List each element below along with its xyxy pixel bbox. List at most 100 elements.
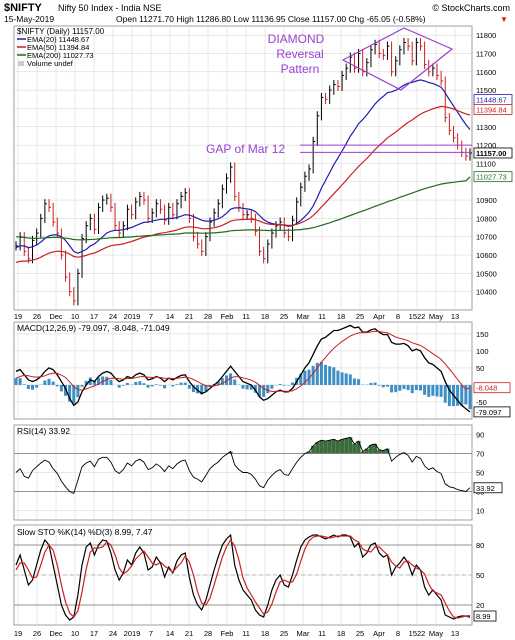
menu-triangle-icon[interactable]: ▼ bbox=[500, 15, 508, 24]
macd-histogram-bar bbox=[245, 384, 249, 390]
y-tick-label: 10500 bbox=[476, 269, 497, 278]
macd-histogram-bar bbox=[92, 380, 96, 385]
x-tick-label-bottom: 1522 bbox=[409, 629, 426, 638]
x-tick-label: 18 bbox=[261, 312, 269, 321]
y-tick-label: 8.99 bbox=[476, 612, 491, 621]
macd-histogram-bar bbox=[51, 381, 55, 385]
y-tick-label: 33.92 bbox=[476, 484, 495, 493]
gap-label: GAP of Mar 12 bbox=[206, 142, 285, 156]
macd-histogram-bar bbox=[59, 384, 63, 392]
x-tick-label-bottom: Mar bbox=[297, 629, 310, 638]
y-tick-label: 150 bbox=[476, 330, 489, 339]
sto-d-line bbox=[15, 535, 471, 619]
macd-histogram-bar bbox=[88, 377, 92, 385]
gap-annotation: GAP of Mar 12 bbox=[206, 142, 472, 156]
y-tick-label: 11100 bbox=[476, 159, 496, 168]
macd-histogram-bar bbox=[381, 384, 385, 388]
x-tick-label: 11 bbox=[318, 312, 326, 321]
macd-histogram-bar bbox=[138, 381, 142, 385]
y-tick-label: 10400 bbox=[476, 288, 497, 297]
legend-ema20: EMA(20) 11448.67 bbox=[27, 35, 89, 44]
ema50-line bbox=[15, 105, 471, 263]
macd-histogram-bar bbox=[22, 384, 26, 385]
ohlc-line: Open 11271.70 High 11286.80 Low 11136.95… bbox=[116, 14, 426, 24]
x-tick-label-bottom: Feb bbox=[221, 629, 234, 638]
x-tick-label-bottom: 8 bbox=[396, 629, 400, 638]
macd-histogram-bar bbox=[369, 382, 373, 385]
value-tag bbox=[473, 382, 511, 394]
macd-histogram-bar bbox=[187, 384, 191, 389]
macd-histogram-bar bbox=[229, 373, 233, 385]
chart-date: 15-May-2019 bbox=[4, 14, 54, 24]
ema200-line bbox=[15, 176, 471, 241]
sto-title: Slow STO %K(14) %D(3) 8.99, 7.47 bbox=[17, 527, 153, 537]
x-tick-label-bottom: 17 bbox=[90, 629, 98, 638]
value-tag bbox=[473, 171, 513, 183]
x-tick-label: Dec bbox=[49, 312, 63, 321]
x-tick-label: 17 bbox=[90, 312, 98, 321]
y-tick-label: 11300 bbox=[476, 123, 496, 132]
macd-histogram-bar bbox=[216, 381, 220, 385]
macd-histogram-bar bbox=[109, 379, 113, 385]
macd-histogram-bar bbox=[142, 383, 146, 385]
macd-histogram-bar bbox=[158, 384, 162, 386]
macd-histogram-bar bbox=[31, 384, 35, 390]
macd-histogram-bar bbox=[72, 384, 76, 404]
diamond-annotation: DIAMOND Reversal Pattern bbox=[268, 27, 454, 91]
x-tick-label-bottom: 11 bbox=[318, 629, 326, 638]
x-tick-label-bottom: 18 bbox=[261, 629, 269, 638]
macd-histogram-bar bbox=[80, 384, 84, 387]
macd-histogram-bar bbox=[447, 384, 451, 407]
macd-histogram-bar bbox=[224, 375, 228, 385]
macd-histogram-bar bbox=[183, 382, 187, 385]
y-tick-label: 70 bbox=[476, 450, 484, 459]
legend-volume: Volume undef bbox=[27, 59, 74, 68]
macd-histogram-bar bbox=[423, 384, 427, 395]
x-tick-label: 19 bbox=[14, 312, 22, 321]
legend-ema50: EMA(50) 11394.84 bbox=[27, 43, 89, 52]
x-tick-label-bottom: 24 bbox=[109, 629, 117, 638]
macd-histogram-bar bbox=[307, 369, 311, 385]
symbol-title: $NIFTY bbox=[4, 2, 43, 14]
legend-ema200: EMA(200) 11027.73 bbox=[27, 51, 94, 60]
macd-histogram-bar bbox=[324, 364, 328, 385]
macd-histogram-bar bbox=[64, 384, 68, 396]
y-tick-label: -50 bbox=[476, 398, 487, 407]
x-tick-label: 25 bbox=[280, 312, 288, 321]
macd-histogram-bar bbox=[402, 384, 406, 390]
legend-main: $NIFTY (Daily) 11157.00 bbox=[17, 27, 105, 36]
macd-histogram-bar bbox=[456, 384, 460, 406]
y-tick-label: 11700 bbox=[476, 49, 496, 58]
macd-histogram-bar bbox=[377, 384, 381, 386]
macd-histogram-bar bbox=[291, 382, 295, 385]
macd-histogram-bar bbox=[43, 380, 47, 385]
y-tick-label: 10700 bbox=[476, 233, 497, 242]
macd-histogram-bar bbox=[150, 384, 154, 387]
y-tick-label: 10900 bbox=[476, 196, 497, 205]
source-credit: © StockCharts.com bbox=[432, 3, 510, 13]
macd-histogram-bar bbox=[163, 384, 167, 389]
y-tick-label: 11800 bbox=[476, 31, 496, 40]
diamond-label-1: DIAMOND bbox=[268, 32, 325, 46]
price-panel bbox=[13, 25, 473, 311]
macd-histogram-bar bbox=[340, 372, 344, 385]
macd-histogram-bar bbox=[385, 384, 389, 387]
macd-histogram-bar bbox=[249, 384, 253, 390]
macd-histogram-bar bbox=[117, 384, 121, 388]
macd-histogram-bar bbox=[154, 384, 158, 385]
macd-histogram-bar bbox=[97, 377, 101, 385]
macd-histogram-bar bbox=[410, 384, 414, 394]
x-tick-label-bottom: 25 bbox=[356, 629, 364, 638]
value-tag bbox=[473, 610, 497, 622]
macd-histogram-bar bbox=[196, 384, 200, 394]
y-tick-label: 90 bbox=[476, 431, 484, 440]
y-tick-label: -8.048 bbox=[476, 384, 497, 393]
macd-histogram-bar bbox=[204, 384, 208, 392]
price-legend: $NIFTY (Daily) 11157.00 EMA(20) 11448.67… bbox=[17, 27, 105, 68]
macd-histogram-bar bbox=[278, 383, 282, 385]
x-tick-label-bottom: 10 bbox=[71, 629, 79, 638]
rsi-line bbox=[15, 436, 471, 495]
macd-histogram-bar bbox=[18, 378, 22, 385]
macd-histogram-bar bbox=[406, 384, 410, 391]
